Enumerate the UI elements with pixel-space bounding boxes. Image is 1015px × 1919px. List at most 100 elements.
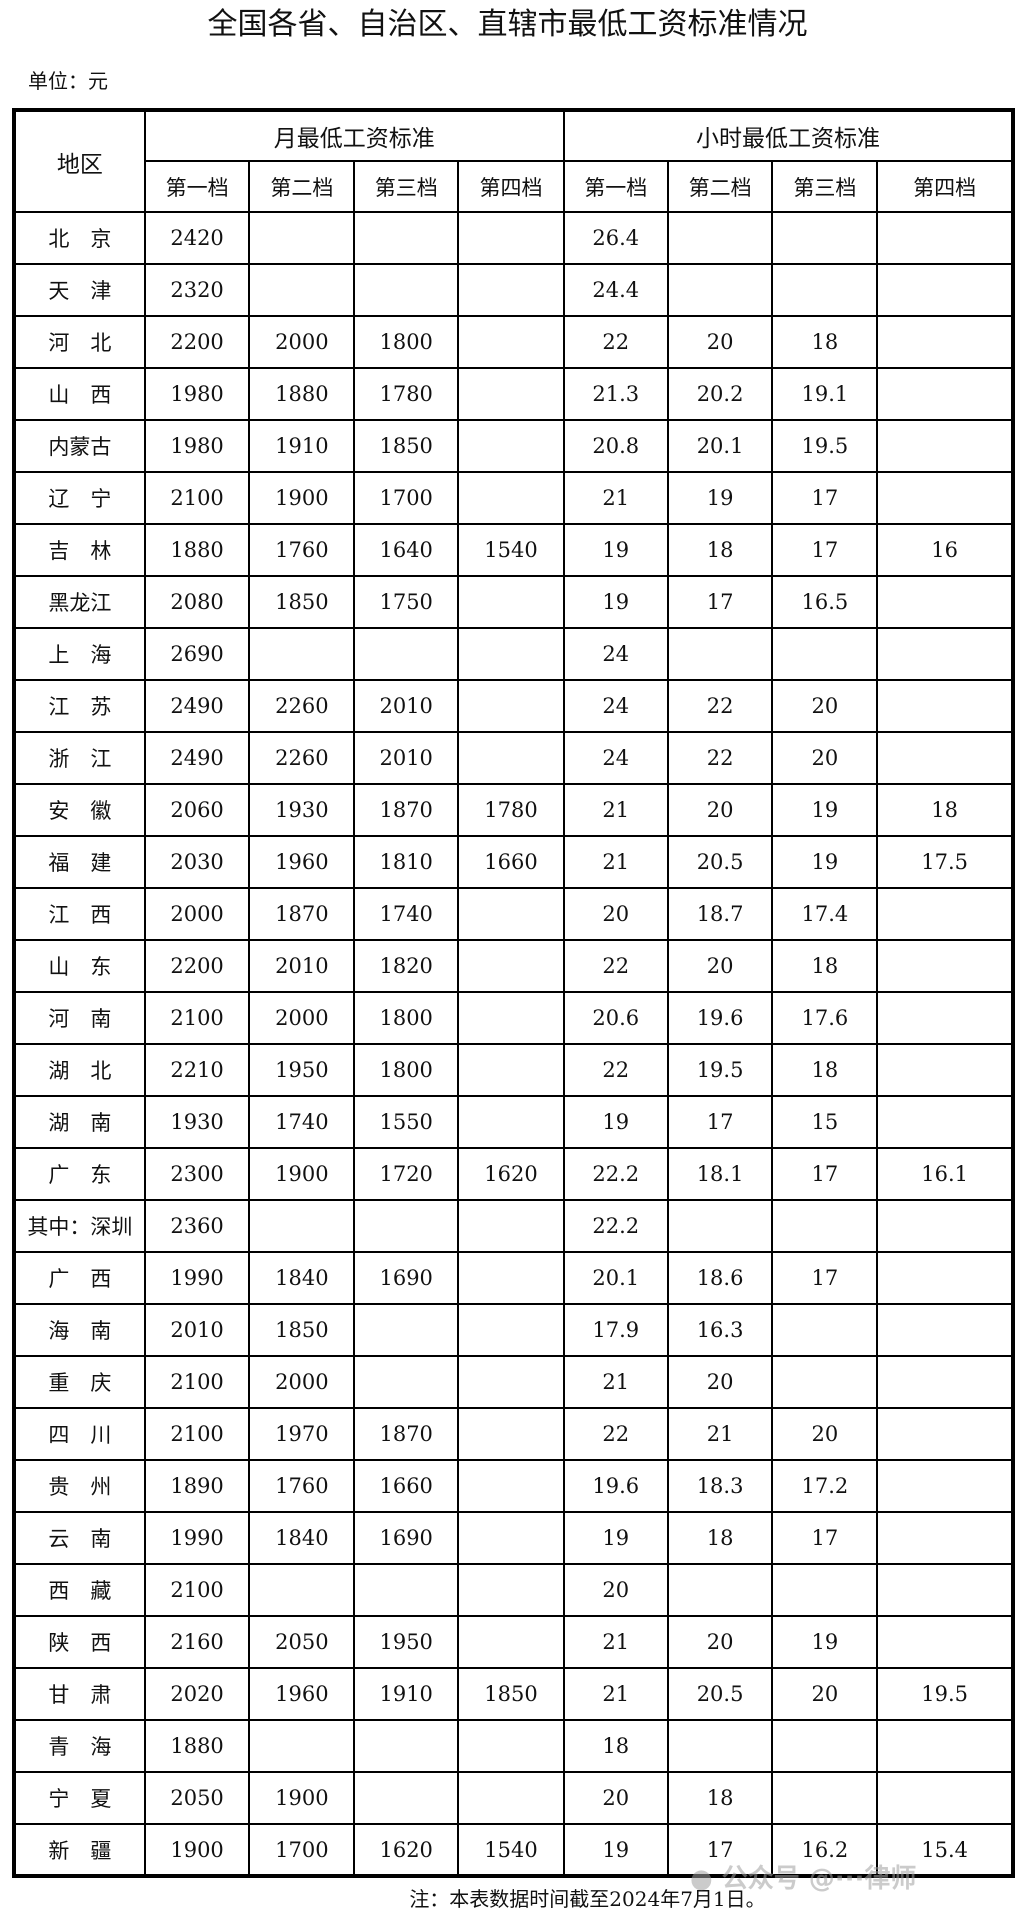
hourly-tier-3-cell: 20 <box>771 679 879 733</box>
region-cell: 北 京 <box>13 211 146 265</box>
table-row: 福 建 2030 1960 1810 1660 21 20.5 19 17.5 <box>13 835 1014 889</box>
monthly-tier-4-cell <box>457 1043 565 1097</box>
page-title: 全国各省、自治区、直辖市最低工资标准情况 <box>207 7 808 42</box>
hourly-tier-1-cell: 21 <box>562 783 669 837</box>
region-cell: 辽 宁 <box>13 471 146 525</box>
monthly-tier-3-cell <box>353 1303 460 1357</box>
hourly-tier-3-cell: 18 <box>771 939 879 993</box>
monthly-tier-4-cell <box>457 1407 565 1461</box>
hourly-tier-4-cell: 17.5 <box>876 835 1014 889</box>
monthly-tier-3-cell: 1800 <box>353 315 460 369</box>
hourly-tier-3-cell: 17.4 <box>771 887 879 941</box>
monthly-tier-1-cell: 2360 <box>143 1199 251 1253</box>
monthly-tier-4-cell <box>457 1615 565 1669</box>
monthly-tier-2-cell: 1960 <box>248 1667 356 1721</box>
monthly-tier-1-cell: 2100 <box>143 471 251 525</box>
monthly-tier-2-cell: 1910 <box>248 419 356 473</box>
monthly-tier-2-cell: 2260 <box>248 679 356 733</box>
monthly-tier-1-cell: 2490 <box>143 731 251 785</box>
table-row: 河 北 2200 2000 1800 22 20 18 <box>13 315 1014 369</box>
hourly-tier-3-cell: 19 <box>771 783 879 837</box>
region-cell: 江 西 <box>13 887 146 941</box>
monthly-tier-3-cell: 1850 <box>353 419 460 473</box>
hourly-tier-2-cell: 17 <box>666 1823 774 1877</box>
monthly-tier-2-cell: 1970 <box>248 1407 356 1461</box>
hourly-tier-3-cell <box>771 627 879 681</box>
region-cell: 内蒙古 <box>13 419 146 473</box>
table-row: 西 藏 2100 20 <box>13 1563 1014 1617</box>
hourly-tier-1-cell: 19 <box>562 1095 669 1149</box>
monthly-tier-1-cell: 2210 <box>143 1043 251 1097</box>
monthly-tier-1-cell: 2490 <box>143 679 251 733</box>
hourly-tier-4-cell <box>876 1563 1014 1617</box>
monthly-tier-2-cell: 2260 <box>248 731 356 785</box>
monthly-tier-2-cell: 2000 <box>248 991 356 1045</box>
monthly-tier-4-cell <box>457 1459 565 1513</box>
hourly-tier-2-cell <box>666 263 774 317</box>
monthly-tier-2-cell <box>248 627 356 681</box>
hourly-tier-4-cell <box>876 939 1014 993</box>
header-hourly-tier-4: 第四档 <box>876 160 1014 213</box>
hourly-tier-2-cell: 17 <box>666 575 774 629</box>
monthly-tier-4-cell <box>457 211 565 265</box>
hourly-tier-1-cell: 22 <box>562 939 669 993</box>
hourly-tier-4-cell <box>876 991 1014 1045</box>
table-row: 海 南 2010 1850 17.9 16.3 <box>13 1303 1014 1357</box>
unit-label: 单位：元 <box>28 69 108 93</box>
monthly-tier-3-cell: 1700 <box>353 471 460 525</box>
monthly-tier-4-cell <box>457 1199 565 1253</box>
monthly-tier-1-cell: 1880 <box>143 523 251 577</box>
monthly-tier-2-cell <box>248 211 356 265</box>
watermark: ● 公众号 @···律师 <box>690 1864 917 1894</box>
region-cell: 黑龙江 <box>13 575 146 629</box>
monthly-tier-1-cell: 2320 <box>143 263 251 317</box>
hourly-tier-4-cell: 15.4 <box>876 1823 1014 1877</box>
hourly-tier-4-cell <box>876 315 1014 369</box>
hourly-tier-1-cell: 19 <box>562 523 669 577</box>
monthly-tier-3-cell <box>353 1199 460 1253</box>
monthly-tier-1-cell: 2100 <box>143 1355 251 1409</box>
hourly-tier-3-cell: 16.2 <box>771 1823 879 1877</box>
hourly-tier-2-cell: 20 <box>666 939 774 993</box>
table-row: 河 南 2100 2000 1800 20.6 19.6 17.6 <box>13 991 1014 1045</box>
monthly-tier-2-cell <box>248 263 356 317</box>
monthly-tier-4-cell <box>457 1563 565 1617</box>
header-hourly-tier-3: 第三档 <box>771 160 879 213</box>
hourly-tier-4-cell <box>876 1199 1014 1253</box>
hourly-tier-2-cell <box>666 1719 774 1773</box>
monthly-tier-1-cell: 1930 <box>143 1095 251 1149</box>
monthly-tier-3-cell: 1750 <box>353 575 460 629</box>
monthly-tier-2-cell: 1740 <box>248 1095 356 1149</box>
hourly-tier-1-cell: 26.4 <box>562 211 669 265</box>
minimum-wage-table: 地区 月最低工资标准 小时最低工资标准 第一档 第二档 第三档 第四档 第一档 … <box>12 108 1015 1878</box>
table-row: 辽 宁 2100 1900 1700 21 19 17 <box>13 471 1014 525</box>
monthly-tier-4-cell <box>457 1095 565 1149</box>
monthly-tier-2-cell <box>248 1719 356 1773</box>
hourly-tier-2-cell: 20 <box>666 1355 774 1409</box>
hourly-tier-1-cell: 22 <box>562 315 669 369</box>
footnote: 注：本表数据时间截至2024年7月1日。 <box>409 1887 766 1911</box>
hourly-tier-1-cell: 19 <box>562 1511 669 1565</box>
table-row: 贵 州 1890 1760 1660 19.6 18.3 17.2 <box>13 1459 1014 1513</box>
hourly-tier-4-cell: 16.1 <box>876 1147 1014 1201</box>
monthly-tier-4-cell <box>457 679 565 733</box>
monthly-tier-1-cell: 2020 <box>143 1667 251 1721</box>
monthly-tier-3-cell <box>353 1563 460 1617</box>
table-row: 内蒙古 1980 1910 1850 20.8 20.1 19.5 <box>13 419 1014 473</box>
table-row: 广 东 2300 1900 1720 1620 22.2 18.1 17 16.1 <box>13 1147 1014 1201</box>
hourly-tier-2-cell <box>666 211 774 265</box>
table-row: 四 川 2100 1970 1870 22 21 20 <box>13 1407 1014 1461</box>
monthly-tier-1-cell: 1990 <box>143 1251 251 1305</box>
header-monthly-tier-3: 第三档 <box>353 160 460 213</box>
monthly-tier-3-cell: 1820 <box>353 939 460 993</box>
hourly-tier-4-cell: 16 <box>876 523 1014 577</box>
monthly-tier-1-cell: 2690 <box>143 627 251 681</box>
monthly-tier-4-cell <box>457 991 565 1045</box>
hourly-tier-4-cell: 18 <box>876 783 1014 837</box>
hourly-tier-4-cell <box>876 1771 1014 1825</box>
hourly-tier-3-cell: 19 <box>771 835 879 889</box>
monthly-tier-3-cell: 1870 <box>353 783 460 837</box>
monthly-tier-4-cell <box>457 263 565 317</box>
hourly-tier-4-cell <box>876 627 1014 681</box>
monthly-tier-2-cell: 1900 <box>248 1147 356 1201</box>
